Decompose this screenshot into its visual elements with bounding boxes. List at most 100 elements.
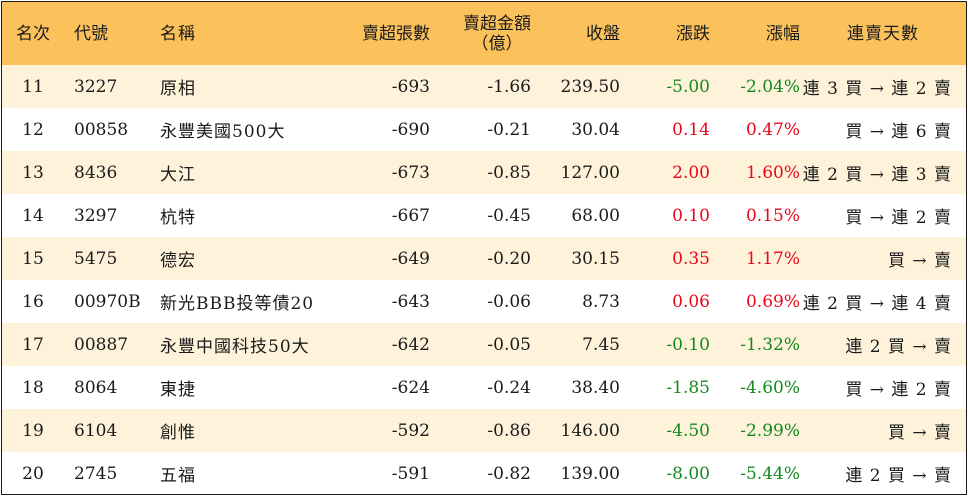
header-net-sell-amount: 賣超金額 （億） xyxy=(430,2,531,65)
cell-amount: -0.21 xyxy=(487,119,531,140)
cell-rank: 17 xyxy=(22,334,44,355)
cell-name: 東捷 xyxy=(160,380,196,400)
cell-amount: -0.24 xyxy=(487,377,531,398)
cell-name: 杭特 xyxy=(160,208,196,228)
cell-change-pct: -4.60% xyxy=(740,377,800,398)
cell-consecutive-days: 買 → 連 6 賣 xyxy=(845,122,952,142)
cell-code: 00887 xyxy=(74,334,129,355)
cell-rank: 14 xyxy=(22,205,44,226)
header-net-sell-amount-wrap: 賣超金額 （億） xyxy=(463,14,531,54)
cell-code: 2745 xyxy=(74,463,118,484)
table-row: 15 5475 德宏 -649 -0.20 30.15 0.35 1.17% 買… xyxy=(2,237,966,280)
table-row: 13 8436 大江 -673 -0.85 127.00 2.00 1.60% … xyxy=(2,151,966,194)
cell-close: 146.00 xyxy=(560,420,620,441)
header-name: 名稱 xyxy=(160,23,196,44)
cell-close: 68.00 xyxy=(571,205,620,226)
header-rank: 名次 xyxy=(16,23,50,44)
cell-change-pct: -5.44% xyxy=(740,463,800,484)
cell-rank: 12 xyxy=(22,119,44,140)
cell-code: 00858 xyxy=(74,119,129,140)
header-net-sell-amount-line2: （億） xyxy=(471,33,523,54)
cell-consecutive-days: 連 2 買 → 連 3 賣 xyxy=(802,165,952,185)
cell-name: 新光BBB投等債20 xyxy=(160,294,315,314)
cell-close: 38.40 xyxy=(571,377,620,398)
cell-volume: -649 xyxy=(391,248,430,269)
cell-code: 5475 xyxy=(74,248,118,269)
table-row: 17 00887 永豐中國科技50大 -642 -0.05 7.45 -0.10… xyxy=(2,323,966,366)
cell-change: -0.10 xyxy=(666,334,710,355)
header-change-pct: 漲幅 xyxy=(766,23,800,44)
cell-consecutive-days: 連 2 買 → 連 4 賣 xyxy=(802,294,952,314)
cell-name: 原相 xyxy=(160,79,196,99)
header-consecutive-days: 連賣天數 xyxy=(847,23,919,44)
cell-change-pct: 1.60% xyxy=(745,162,800,183)
cell-rank: 11 xyxy=(22,76,44,97)
table-row: 16 00970B 新光BBB投等債20 -643 -0.06 8.73 0.0… xyxy=(2,280,966,323)
cell-consecutive-days: 買 → 連 2 賣 xyxy=(845,208,952,228)
cell-name: 德宏 xyxy=(160,251,196,271)
cell-change-pct: 0.69% xyxy=(745,291,800,312)
table-row: 14 3297 杭特 -667 -0.45 68.00 0.10 0.15% 買… xyxy=(2,194,966,237)
cell-volume: -690 xyxy=(391,119,430,140)
cell-close: 30.15 xyxy=(571,248,620,269)
cell-amount: -0.20 xyxy=(487,248,531,269)
cell-change: 0.06 xyxy=(672,291,710,312)
cell-volume: -624 xyxy=(391,377,430,398)
cell-change-pct: -2.04% xyxy=(740,76,800,97)
cell-rank: 19 xyxy=(22,420,44,441)
cell-code: 3297 xyxy=(74,205,118,226)
cell-consecutive-days: 連 2 買 → 賣 xyxy=(845,337,952,357)
cell-rank: 20 xyxy=(22,463,44,484)
header-net-sell-amount-line1: 賣超金額 xyxy=(463,13,531,34)
table-row: 12 00858 永豐美國500大 -690 -0.21 30.04 0.14 … xyxy=(2,108,966,151)
header-net-sell-volume: 賣超張數 xyxy=(362,23,430,44)
header-code: 代號 xyxy=(74,23,108,44)
cell-rank: 18 xyxy=(22,377,44,398)
cell-change: 2.00 xyxy=(672,162,710,183)
cell-amount: -0.06 xyxy=(487,291,531,312)
cell-close: 8.73 xyxy=(582,291,620,312)
cell-code: 3227 xyxy=(74,76,118,97)
cell-close: 7.45 xyxy=(582,334,620,355)
cell-amount: -0.05 xyxy=(487,334,531,355)
header-row: 名次 代號 名稱 賣超張數 賣超金額 （億） 收盤 漲跌 漲幅 連賣天數 xyxy=(2,2,966,65)
cell-volume: -592 xyxy=(391,420,430,441)
cell-consecutive-days: 連 2 買 → 賣 xyxy=(845,466,952,486)
cell-close: 127.00 xyxy=(560,162,620,183)
cell-name: 五福 xyxy=(160,466,196,486)
cell-amount: -0.82 xyxy=(487,463,531,484)
header-change: 漲跌 xyxy=(676,23,710,44)
cell-volume: -591 xyxy=(391,463,430,484)
cell-code: 8436 xyxy=(74,162,118,183)
cell-change-pct: 0.47% xyxy=(745,119,800,140)
cell-amount: -0.86 xyxy=(487,420,531,441)
cell-volume: -643 xyxy=(391,291,430,312)
cell-change-pct: -2.99% xyxy=(740,420,800,441)
cell-change: 0.35 xyxy=(672,248,710,269)
table-row: 19 6104 創惟 -592 -0.86 146.00 -4.50 -2.99… xyxy=(2,409,966,452)
cell-change: -1.85 xyxy=(666,377,710,398)
table-row: 18 8064 東捷 -624 -0.24 38.40 -1.85 -4.60%… xyxy=(2,366,966,409)
cell-amount: -0.45 xyxy=(487,205,531,226)
header-close: 收盤 xyxy=(586,23,620,44)
cell-name: 永豐中國科技50大 xyxy=(160,337,310,357)
table-body: 11 3227 原相 -693 -1.66 239.50 -5.00 -2.04… xyxy=(2,65,966,494)
cell-change-pct: -1.32% xyxy=(740,334,800,355)
cell-change-pct: 0.15% xyxy=(745,205,800,226)
cell-change: 0.14 xyxy=(672,119,710,140)
cell-close: 239.50 xyxy=(560,76,620,97)
cell-rank: 15 xyxy=(22,248,44,269)
cell-amount: -0.85 xyxy=(487,162,531,183)
cell-change: 0.10 xyxy=(672,205,710,226)
cell-name: 創惟 xyxy=(160,423,196,443)
cell-volume: -642 xyxy=(391,334,430,355)
cell-change-pct: 1.17% xyxy=(745,248,800,269)
cell-code: 6104 xyxy=(74,420,118,441)
cell-close: 139.00 xyxy=(560,463,620,484)
cell-name: 大江 xyxy=(160,165,196,185)
cell-consecutive-days: 買 → 賣 xyxy=(887,251,952,271)
cell-change: -5.00 xyxy=(666,76,710,97)
table-row: 11 3227 原相 -693 -1.66 239.50 -5.00 -2.04… xyxy=(2,65,966,108)
